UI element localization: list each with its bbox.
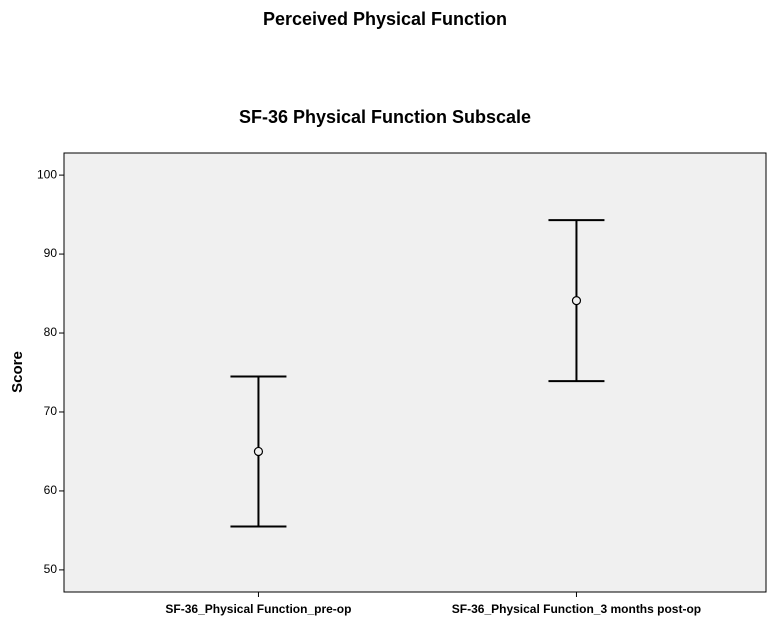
chart-suptitle: Perceived Physical Function — [263, 9, 507, 29]
plot-area — [63, 152, 767, 593]
mean-marker — [253, 446, 264, 457]
y-tick-label: 80 — [44, 325, 58, 339]
mean-marker — [571, 296, 582, 306]
y-tick-label: 70 — [44, 404, 58, 418]
y-tick-label: 100 — [37, 167, 57, 181]
x-tick-label: SF-36_Physical Function_pre-op — [165, 602, 351, 616]
chart-title: SF-36 Physical Function Subscale — [239, 107, 531, 127]
y-tick-label: 50 — [44, 562, 58, 576]
y-tick-label: 60 — [44, 483, 58, 497]
y-axis-label: Score — [9, 351, 26, 393]
y-tick-label: 90 — [44, 246, 58, 260]
x-tick-label: SF-36_Physical Function_3 months post-op — [452, 602, 701, 616]
